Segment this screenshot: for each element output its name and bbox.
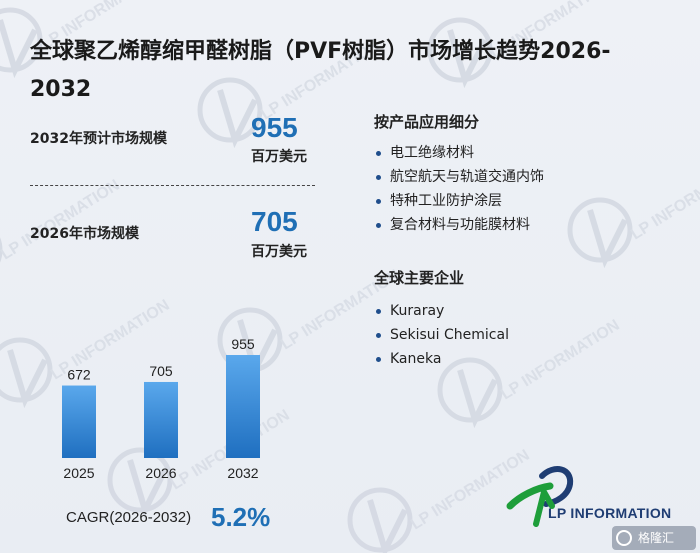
metric-divider <box>30 185 315 186</box>
current-label: 2026年市场规模 <box>30 226 139 242</box>
segment-item: 电工绝缘材料 <box>374 141 544 165</box>
bar-value-label: 705 <box>149 363 173 379</box>
logo-arc-icon <box>539 466 574 507</box>
segment-item: 复合材料与功能膜材料 <box>374 213 544 237</box>
segment-item: 航空航天与轨道交通内饰 <box>374 165 544 189</box>
company-item: Kuraray <box>374 299 509 323</box>
forecast-value: 955 <box>251 112 298 143</box>
current-value: 705 <box>251 206 298 237</box>
bar-2032 <box>226 355 260 458</box>
forecast-unit: 百万美元 <box>251 149 307 165</box>
bar-2025 <box>62 385 96 458</box>
lp-information-logo <box>506 466 574 527</box>
current-unit: 百万美元 <box>251 244 307 260</box>
companies-title: 全球主要企业 <box>374 269 465 287</box>
bar-value-label: 955 <box>231 336 255 352</box>
companies-list: Kuraray Sekisui Chemical Kaneka <box>374 299 509 371</box>
company-item: Kaneka <box>374 347 509 371</box>
logo-figure-icon <box>533 489 555 527</box>
segments-title: 按产品应用细分 <box>374 113 480 131</box>
x-tick-label: 2032 <box>227 465 258 481</box>
bar-value-label: 672 <box>67 367 91 383</box>
corner-badge <box>612 526 696 550</box>
cagr-label: CAGR(2026-2032) <box>66 509 192 526</box>
corner-badge-text: 格隆汇 <box>638 531 675 545</box>
logo-text: LP INFORMATION <box>548 505 672 521</box>
company-item: Sekisui Chemical <box>374 323 509 347</box>
segment-item: 特种工业防护涂层 <box>374 189 544 213</box>
cagr-value: 5.2% <box>211 502 271 532</box>
segments-list: 电工绝缘材料 航空航天与轨道交通内饰 特种工业防护涂层 复合材料与功能膜材料 <box>374 141 544 237</box>
logo-swoosh-icon <box>506 482 554 510</box>
x-tick-label: 2025 <box>63 465 94 481</box>
bar-2026 <box>144 381 178 458</box>
page-title: 全球聚乙烯醇缩甲醛树脂（PVF树脂）市场增长趋势2026-2032 <box>30 39 611 102</box>
forecast-label: 2032年预计市场规模 <box>30 131 167 147</box>
x-tick-label: 2026 <box>145 465 176 481</box>
